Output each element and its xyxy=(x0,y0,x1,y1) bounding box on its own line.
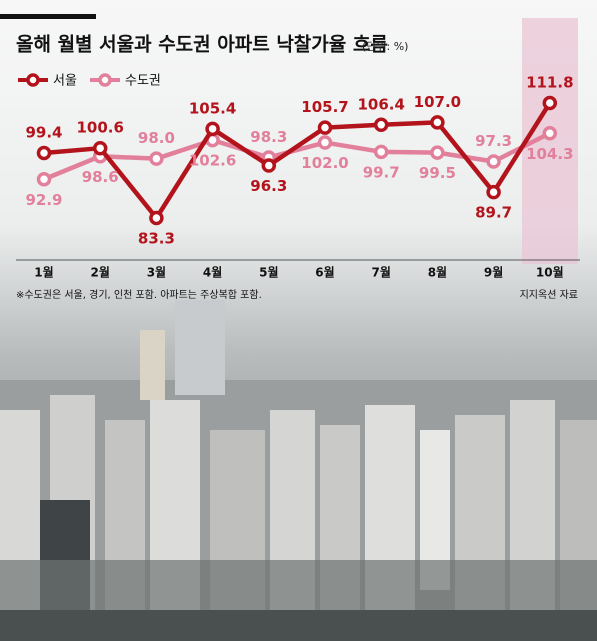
series-line xyxy=(43,101,552,221)
data-point xyxy=(542,95,558,111)
data-label: 106.4 xyxy=(357,95,404,113)
data-label: 96.3 xyxy=(250,177,287,195)
data-point xyxy=(149,151,164,166)
x-tick-label: 3월 xyxy=(147,265,166,280)
data-point xyxy=(261,158,277,173)
chart-title: 올해 월별 서울과 수도권 아파트 낙찰가율 흐름 xyxy=(16,34,388,56)
city-photo xyxy=(0,300,597,641)
data-point xyxy=(373,144,389,160)
data-point xyxy=(205,121,220,137)
data-point xyxy=(149,210,164,226)
legend-marker xyxy=(98,73,112,87)
x-tick-label: 8월 xyxy=(428,265,447,280)
data-label: 99.7 xyxy=(363,163,400,181)
legend-label: 서울 xyxy=(53,74,77,89)
data-point xyxy=(36,172,52,187)
data-point xyxy=(430,115,445,130)
data-label: 105.4 xyxy=(189,99,236,117)
data-point xyxy=(92,140,108,156)
data-label: 98.0 xyxy=(138,129,175,147)
data-point xyxy=(430,145,445,160)
data-label: 97.3 xyxy=(475,132,512,150)
data-label: 92.9 xyxy=(25,191,62,209)
x-tick-label: 9월 xyxy=(484,265,503,280)
data-label: 105.7 xyxy=(301,98,348,116)
data-label: 98.6 xyxy=(82,168,119,186)
data-label: 98.3 xyxy=(250,128,287,146)
data-point xyxy=(373,117,389,133)
chart-subtitle: (단위: %) xyxy=(362,40,408,53)
data-label: 104.3 xyxy=(526,145,573,163)
data-point xyxy=(486,184,501,200)
source: 지지옥션 자료 xyxy=(520,289,578,301)
x-tick-label: 2월 xyxy=(91,265,110,280)
data-label: 100.6 xyxy=(76,119,123,137)
data-label: 107.0 xyxy=(414,93,461,111)
data-label: 99.5 xyxy=(419,164,456,182)
data-point xyxy=(317,120,333,135)
data-label: 111.8 xyxy=(526,74,573,92)
data-label: 102.0 xyxy=(301,154,348,172)
data-point xyxy=(317,135,333,150)
x-tick-label: 6월 xyxy=(315,265,334,280)
legend-label: 수도권 xyxy=(125,74,161,89)
data-label: 102.6 xyxy=(189,152,236,170)
data-label: 89.7 xyxy=(475,204,512,222)
note: ※수도권은 서울, 경기, 인천 포함. 아파트는 주상복합 포함. xyxy=(16,288,262,301)
data-point xyxy=(486,154,501,169)
x-tick-label: 1월 xyxy=(34,265,53,280)
x-tick-label: 7월 xyxy=(372,265,391,280)
x-tick-label: 5월 xyxy=(259,265,278,280)
data-label: 99.4 xyxy=(25,124,62,142)
title-bar xyxy=(0,14,96,19)
data-point xyxy=(36,145,52,161)
legend-marker xyxy=(26,73,40,87)
x-tick-label: 10월 xyxy=(536,265,564,280)
data-label: 83.3 xyxy=(138,230,175,248)
x-tick-label: 4월 xyxy=(203,265,222,280)
data-point xyxy=(542,126,558,141)
